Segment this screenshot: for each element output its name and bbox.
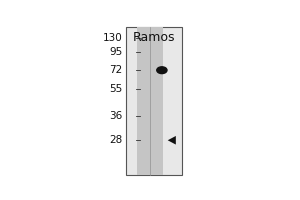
Text: Ramos: Ramos bbox=[133, 31, 175, 44]
Polygon shape bbox=[168, 136, 176, 145]
Bar bbox=[126, 27, 182, 175]
Circle shape bbox=[157, 67, 167, 74]
Text: 130: 130 bbox=[103, 33, 122, 43]
Text: 95: 95 bbox=[109, 47, 122, 57]
Text: 55: 55 bbox=[109, 84, 122, 94]
Text: 28: 28 bbox=[109, 135, 122, 145]
Text: 36: 36 bbox=[109, 111, 122, 121]
Bar bbox=[137, 27, 163, 175]
Text: 72: 72 bbox=[109, 65, 122, 75]
